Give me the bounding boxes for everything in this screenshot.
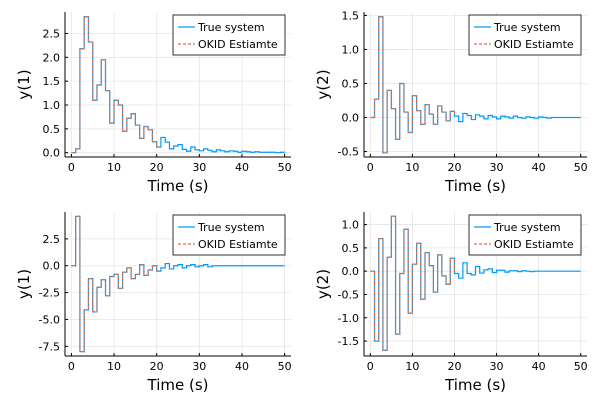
legend-label: True system (493, 221, 561, 234)
legend-box (468, 214, 582, 256)
x-tick-label: 20 (150, 360, 164, 373)
x-tick-label: 50 (574, 360, 588, 373)
y-tick-label: 1.0 (43, 99, 61, 112)
x-tick-label: 10 (405, 360, 419, 373)
series-line-okid-estimate (370, 16, 456, 154)
legend-label: OKID Estiamte (198, 38, 278, 51)
y-tick-label: 0.0 (342, 265, 360, 278)
y-tick-label: 0.5 (43, 123, 61, 136)
x-tick-label: 50 (574, 161, 588, 174)
x-tick-label: 40 (235, 161, 249, 174)
x-tick-label: 10 (405, 161, 419, 174)
legend: True system OKID Estiamte (468, 14, 582, 56)
y-tick-label: 1.5 (342, 9, 360, 22)
chart-panel-bottom-right: 0 10 20 30 40 50 -1.5 -1.0 -0.5 0.0 0.5 1.0 Time (s)… (314, 212, 588, 394)
legend-box (172, 14, 286, 56)
x-tick-label: 0 (68, 161, 75, 174)
legend: True system OKID Estiamte (468, 214, 582, 256)
y-tick-label: -5.0 (39, 313, 60, 326)
x-axis-label: Time (s) (444, 376, 506, 394)
series-line-true-system (370, 215, 581, 352)
x-tick-label: 40 (235, 360, 249, 373)
y-tick-label: -7.5 (39, 340, 60, 353)
chart-panel-top-left: 0 10 20 30 40 50 0.0 0.5 1.0 1.5 2.0 2.5 Time (s) y(1… (15, 12, 292, 195)
y-tick-label: 2.5 (43, 233, 61, 246)
x-tick-label: 40 (532, 360, 546, 373)
y-axis-label: y(1) (15, 269, 33, 299)
y-tick-label: 0.0 (43, 260, 61, 273)
legend-box (172, 214, 286, 256)
y-axis-label: y(1) (15, 69, 33, 99)
x-tick-label: 50 (278, 161, 292, 174)
y-tick-label: -1.0 (338, 312, 359, 325)
x-axis-label: Time (s) (444, 177, 506, 195)
series-line-okid-estimate (370, 215, 456, 352)
x-tick-label: 30 (192, 360, 206, 373)
x-tick-label: 30 (490, 161, 504, 174)
y-tick-label: 0.5 (342, 242, 360, 255)
legend-label: OKID Estiamte (198, 238, 278, 251)
x-tick-label: 20 (447, 161, 461, 174)
x-tick-label: 0 (367, 161, 374, 174)
y-tick-label: 0.0 (342, 112, 360, 125)
chart-panel-bottom-left: 0 10 20 30 40 50 -7.5 -5.0 -2.5 0.0 2.5 Time (s) y(1… (15, 212, 292, 394)
x-tick-label: 40 (532, 161, 546, 174)
legend-label: True system (197, 21, 265, 34)
legend: True system OKID Estiamte (172, 14, 286, 56)
y-tick-label: 0.0 (43, 147, 61, 160)
chart-panel-top-right: 0 10 20 30 40 50 -0.5 0.0 0.5 1.0 1.5 Time (s) y(2) T… (314, 9, 588, 195)
x-tick-label: 0 (68, 360, 75, 373)
series-line-okid-estimate (71, 215, 158, 353)
legend-label: OKID Estiamte (494, 38, 574, 51)
x-tick-label: 10 (107, 360, 121, 373)
x-axis-label: Time (s) (147, 177, 209, 195)
x-axis-label: Time (s) (147, 376, 209, 394)
y-tick-label: -2.5 (39, 287, 60, 300)
series-line-okid-estimate (71, 16, 158, 154)
legend-label: True system (197, 221, 265, 234)
y-tick-label: 1.5 (43, 75, 61, 88)
x-tick-label: 0 (367, 360, 374, 373)
y-axis-label: y(2) (314, 269, 332, 299)
x-tick-label: 20 (150, 161, 164, 174)
x-tick-label: 30 (490, 360, 504, 373)
x-tick-label: 50 (278, 360, 292, 373)
y-tick-label: -0.5 (338, 288, 359, 301)
legend-label: OKID Estiamte (494, 238, 574, 251)
y-tick-label: 0.5 (342, 77, 360, 90)
y-tick-label: -0.5 (338, 146, 359, 159)
legend: True system OKID Estiamte (172, 214, 286, 256)
x-tick-label: 10 (107, 161, 121, 174)
y-tick-label: -1.5 (338, 335, 359, 348)
legend-box (468, 14, 582, 56)
x-tick-label: 20 (447, 360, 461, 373)
x-tick-label: 30 (192, 161, 206, 174)
y-axis-label: y(2) (314, 69, 332, 99)
y-tick-label: 2.0 (43, 51, 61, 64)
y-tick-label: 1.0 (342, 219, 360, 232)
legend-label: True system (493, 21, 561, 34)
y-tick-label: 1.0 (342, 43, 360, 56)
y-tick-label: 2.5 (43, 27, 61, 40)
